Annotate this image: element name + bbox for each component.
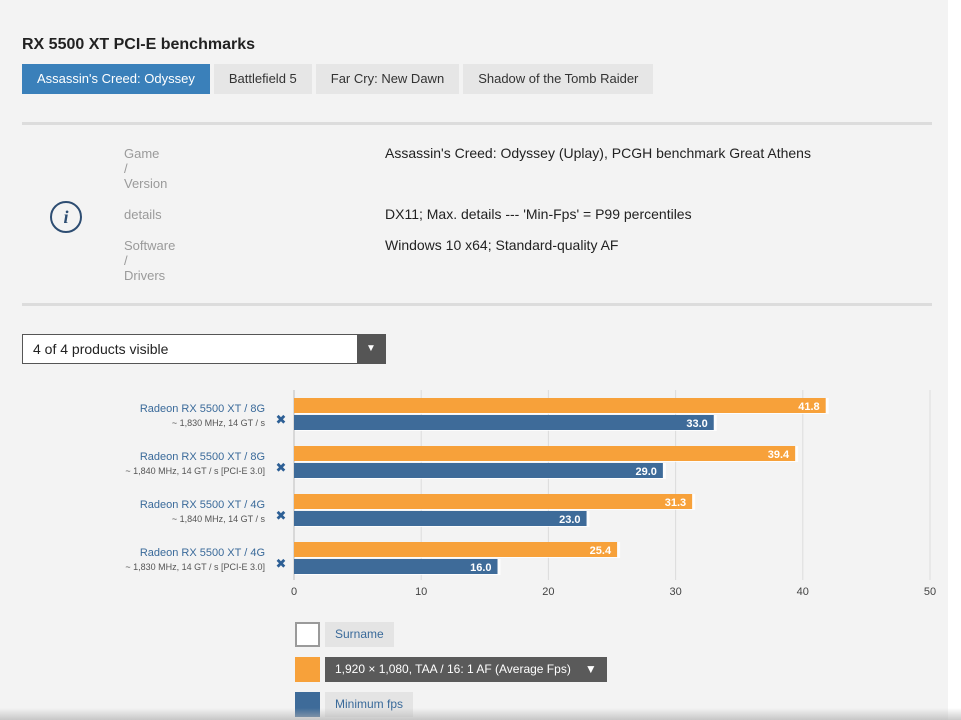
bar-value-label: 29.0 xyxy=(635,466,656,478)
x-tick-label: 40 xyxy=(797,586,809,598)
bar xyxy=(294,446,796,461)
category-label[interactable]: Radeon RX 5500 XT / 4G xyxy=(140,547,265,559)
info-label-line: / xyxy=(124,161,128,176)
info-label-software-drivers: Software / Drivers xyxy=(124,238,204,283)
info-label-line: Version xyxy=(124,176,168,191)
chevron-down-icon: ▼ xyxy=(357,335,385,363)
x-tick-label: 10 xyxy=(415,586,427,598)
chevron-down-icon: ▼ xyxy=(584,662,597,676)
bar-value-label: 25.4 xyxy=(590,545,612,557)
info-label-line: details xyxy=(124,207,162,222)
info-label-details: details xyxy=(124,207,204,222)
info-label-line: Software xyxy=(124,238,176,253)
legend-label-surname[interactable]: Surname xyxy=(325,622,394,647)
bottom-fade xyxy=(0,708,961,720)
bar-value-label: 41.8 xyxy=(798,401,819,413)
info-value-game-version: Assassin's Creed: Odyssey (Uplay), PCGH … xyxy=(385,145,811,161)
bar xyxy=(294,511,587,526)
bar xyxy=(294,494,693,509)
legend-swatch-average-fps[interactable] xyxy=(295,657,320,682)
info-label-line: Drivers xyxy=(124,268,166,283)
category-sublabel: ~ 1,840 MHz, 14 GT / s xyxy=(172,514,266,524)
tab-assassins-creed-odyssey[interactable]: Assassin's Creed: Odyssey xyxy=(22,64,210,94)
info-value-details: DX11; Max. details --- 'Min-Fps' = P99 p… xyxy=(385,206,692,222)
resolution-dropdown[interactable]: 1,920 × 1,080, TAA / 16: 1 AF (Average F… xyxy=(325,657,607,682)
products-visible-dropdown[interactable]: 4 of 4 products visible ▼ xyxy=(22,334,386,364)
bar xyxy=(294,559,498,574)
remove-icon[interactable]: ✖ xyxy=(276,509,287,524)
benchmark-info-panel: i Game / Version Assassin's Creed: Odyss… xyxy=(22,122,932,306)
bar-value-label: 23.0 xyxy=(559,514,580,526)
info-icon: i xyxy=(50,201,82,233)
page-title: RX 5500 XT PCI-E benchmarks xyxy=(22,36,255,53)
remove-icon[interactable]: ✖ xyxy=(276,557,287,572)
tab-far-cry-new-dawn[interactable]: Far Cry: New Dawn xyxy=(315,64,460,94)
bar xyxy=(294,415,714,430)
x-tick-label: 50 xyxy=(924,586,936,598)
category-sublabel: ~ 1,830 MHz, 14 GT / s [PCI-E 3.0] xyxy=(125,562,265,572)
category-label[interactable]: Radeon RX 5500 XT / 8G xyxy=(140,403,265,415)
x-tick-label: 20 xyxy=(542,586,554,598)
resolution-dropdown-label: 1,920 × 1,080, TAA / 16: 1 AF (Average F… xyxy=(335,662,571,676)
info-label-line: Game xyxy=(124,146,160,161)
info-label-line: / xyxy=(124,253,128,268)
legend-swatch-surname[interactable] xyxy=(295,622,320,647)
info-label-game-version: Game / Version xyxy=(124,146,204,191)
bar-value-label: 33.0 xyxy=(686,418,707,430)
benchmark-bar-chart: 0 10 20 30 40 50 Radeon RX 5500 XT / 8G ~ 1,830… xyxy=(125,390,936,598)
bar xyxy=(294,463,663,478)
category-sublabel: ~ 1,840 MHz, 14 GT / s [PCI-E 3.0] xyxy=(125,466,265,476)
info-value-software-drivers: Windows 10 x64; Standard-quality AF xyxy=(385,237,619,253)
category-sublabel: ~ 1,830 MHz, 14 GT / s xyxy=(172,418,266,428)
x-tick-label: 30 xyxy=(669,586,681,598)
legend-row-surname[interactable]: Surname xyxy=(295,622,394,647)
bar-value-label: 31.3 xyxy=(665,497,686,509)
x-tick-label: 0 xyxy=(291,586,297,598)
game-tabs: Assassin's Creed: Odyssey Battlefield 5 … xyxy=(22,64,654,94)
tab-battlefield-5[interactable]: Battlefield 5 xyxy=(213,64,312,94)
bar-value-label: 39.4 xyxy=(768,449,790,461)
bar xyxy=(294,542,618,557)
products-visible-label: 4 of 4 products visible xyxy=(33,341,169,357)
bar-value-label: 16.0 xyxy=(470,562,491,574)
bar xyxy=(294,398,826,413)
legend-row-average-fps[interactable]: 1,920 × 1,080, TAA / 16: 1 AF (Average F… xyxy=(295,657,607,682)
category-label[interactable]: Radeon RX 5500 XT / 8G xyxy=(140,451,265,463)
remove-icon[interactable]: ✖ xyxy=(276,461,287,476)
category-label[interactable]: Radeon RX 5500 XT / 4G xyxy=(140,499,265,511)
remove-icon[interactable]: ✖ xyxy=(276,413,287,428)
tab-shadow-of-the-tomb-raider[interactable]: Shadow of the Tomb Raider xyxy=(463,64,654,94)
